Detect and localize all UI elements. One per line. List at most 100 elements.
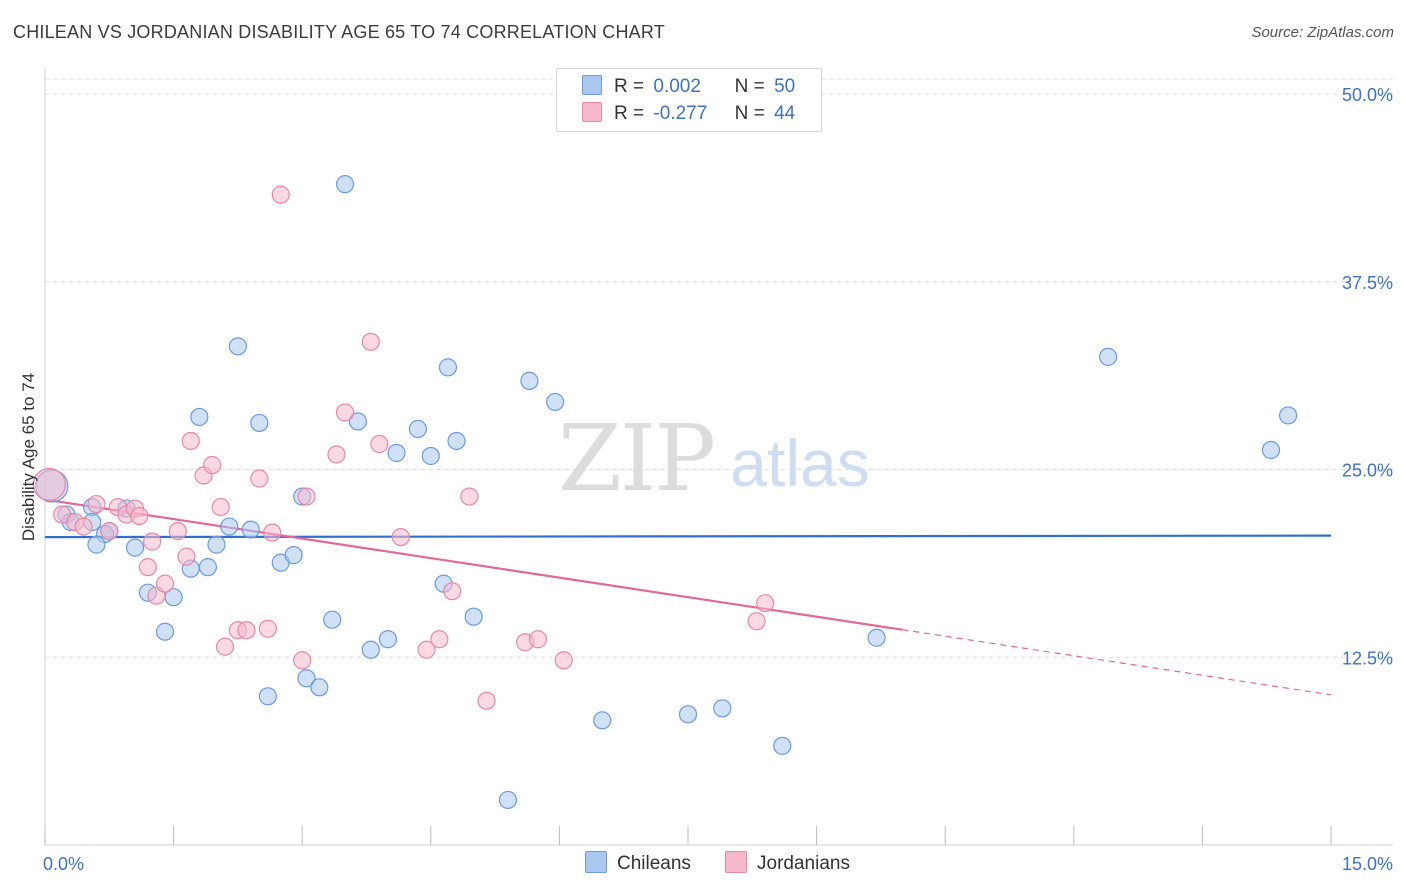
y-tick-label: 50.0% xyxy=(1342,85,1393,105)
chilean-point xyxy=(867,628,886,647)
jordanian-point xyxy=(271,185,290,204)
jordanian-point xyxy=(460,487,479,506)
jordanian-point xyxy=(335,403,355,422)
legend-row-chileans: R = 0.002 N = 50 xyxy=(582,75,795,99)
jordanian-point xyxy=(74,517,93,536)
jordanian-point xyxy=(130,506,149,526)
jordanians-trend-line-extrapolated xyxy=(902,629,1332,696)
bottom-legend-swatch-pink xyxy=(725,851,747,873)
jordanian-point xyxy=(138,558,157,577)
chilean-point xyxy=(773,736,792,755)
jordanian-point xyxy=(211,497,230,517)
chilean-point xyxy=(198,558,217,577)
bottom-legend-jordanians: Jordanians xyxy=(725,851,850,875)
chilean-point xyxy=(190,407,209,427)
jordanian-point xyxy=(215,637,235,656)
chilean-point xyxy=(1279,406,1298,425)
jordanian-point xyxy=(293,651,312,670)
jordanians-points xyxy=(32,185,775,710)
chilean-point xyxy=(378,630,398,649)
chilean-point xyxy=(297,669,316,688)
legend-row-jordanians: R = -0.277 N = 44 xyxy=(582,102,795,126)
chilean-point xyxy=(498,790,518,810)
chilean-point xyxy=(228,337,247,356)
legend-n-label: N = xyxy=(734,76,765,97)
legend-swatch-blue xyxy=(582,75,602,95)
legend-r-value-chileans: 0.002 xyxy=(653,76,701,97)
y-tick-label: 25.0% xyxy=(1342,461,1393,481)
chilean-point xyxy=(464,607,483,626)
chilean-point xyxy=(438,358,458,377)
chilean-point xyxy=(421,446,440,466)
watermark-zip: ZIP xyxy=(558,405,714,512)
chilean-point xyxy=(125,538,145,557)
jordanian-point xyxy=(203,455,222,475)
legend-n-label: N = xyxy=(734,103,765,124)
chilean-point xyxy=(335,175,355,194)
jordanian-point xyxy=(32,467,66,502)
y-tick-label: 12.5% xyxy=(1342,648,1393,668)
bottom-legend-label-jordanians: Jordanians xyxy=(757,853,850,874)
legend-r-label: R = xyxy=(614,103,645,124)
chileans-trend-line xyxy=(44,534,1332,539)
chilean-point xyxy=(241,520,260,539)
jordanian-point xyxy=(430,630,449,649)
chilean-point xyxy=(447,431,466,451)
legend-n-value-chileans: 50 xyxy=(774,76,796,97)
jordanian-point xyxy=(143,532,162,551)
jordanian-point xyxy=(756,594,775,613)
jordanian-point xyxy=(237,621,256,640)
source-credit: Source: ZipAtlas.com xyxy=(1251,24,1394,41)
legend-n-value-jordanians: 44 xyxy=(774,103,796,124)
jordanian-point xyxy=(250,469,269,488)
chilean-point xyxy=(284,546,303,565)
bottom-legend-swatch-blue xyxy=(585,851,607,873)
y-axis-label: Disability Age 65 to 74 xyxy=(19,373,38,541)
x-tick-label-max: 15.0% xyxy=(1342,854,1393,874)
chilean-point xyxy=(220,517,239,536)
jordanian-point xyxy=(528,630,548,649)
bottom-legend-label-chileans: Chileans xyxy=(617,853,691,874)
jordanian-point xyxy=(297,487,316,506)
x-tick-label-min: 0.0% xyxy=(43,854,84,874)
chilean-point xyxy=(323,610,342,629)
chilean-point xyxy=(155,622,175,641)
chilean-point xyxy=(546,392,565,412)
jordanian-point xyxy=(258,619,278,638)
watermark-atlas: atlas xyxy=(730,426,869,500)
jordanian-point xyxy=(263,523,282,542)
bottom-legend-chileans: Chileans xyxy=(585,851,691,875)
chilean-point xyxy=(678,705,698,724)
chilean-point xyxy=(348,412,368,431)
jordanian-point xyxy=(417,640,436,659)
axes xyxy=(44,68,1393,846)
chilean-point xyxy=(207,535,226,554)
chilean-point xyxy=(250,413,269,433)
jordanian-point xyxy=(554,651,573,670)
chilean-point xyxy=(408,419,428,439)
y-tick-label: 37.5% xyxy=(1342,273,1393,293)
jordanian-point xyxy=(370,434,389,454)
chilean-point xyxy=(593,711,612,730)
jordanian-point xyxy=(747,612,766,631)
legend-r-label: R = xyxy=(614,76,645,97)
chilean-point xyxy=(1261,440,1281,460)
chilean-point xyxy=(258,687,278,706)
chilean-point xyxy=(713,699,732,718)
chilean-point xyxy=(1098,347,1118,366)
chilean-point xyxy=(520,371,539,390)
jordanian-point xyxy=(477,691,496,710)
gridlines xyxy=(45,78,1393,658)
chilean-point xyxy=(361,640,380,659)
chilean-point xyxy=(87,535,106,554)
tick-labels: 12.5% 25.0% 37.5% 50.0% 0.0% 15.0% xyxy=(43,85,1393,874)
watermark: ZIP atlas xyxy=(558,405,870,512)
jordanian-point xyxy=(155,574,175,593)
jordanian-point xyxy=(168,521,187,541)
legend-swatch-pink xyxy=(582,102,602,122)
jordanian-point xyxy=(87,494,106,514)
chilean-point xyxy=(387,443,406,463)
jordanian-point xyxy=(443,582,462,601)
chilean-point xyxy=(310,678,329,697)
